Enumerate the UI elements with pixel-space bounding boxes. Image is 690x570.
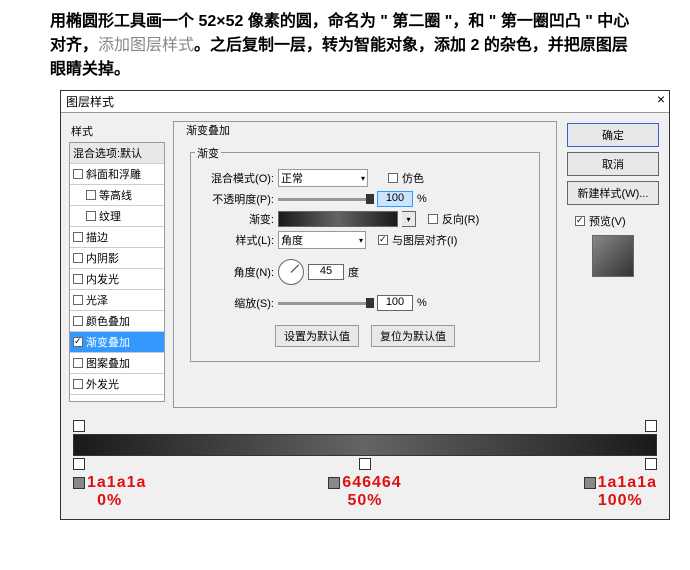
list-item[interactable]: 等高线	[70, 185, 164, 206]
list-item[interactable]: 图案叠加	[70, 353, 164, 374]
opacity-slider[interactable]	[278, 198, 373, 201]
style-select[interactable]: 角度▾	[278, 231, 366, 249]
list-item[interactable]: 外发光	[70, 374, 164, 395]
align-checkbox[interactable]	[378, 235, 388, 245]
opacity-stop[interactable]	[645, 420, 657, 432]
layer-style-dialog: 图层样式 × 样式 混合选项:默认 斜面和浮雕 等高线 纹理 描边 内阴影 内发…	[60, 90, 670, 520]
group-title: 渐变叠加	[182, 122, 234, 138]
dither-label: 仿色	[402, 170, 424, 186]
preview-checkbox[interactable]	[575, 216, 585, 226]
dialog-title: 图层样式	[66, 95, 114, 109]
ok-button[interactable]: 确定	[567, 123, 659, 147]
titlebar: 图层样式 ×	[61, 91, 669, 113]
instruction-text: 用椭圆形工具画一个 52×52 像素的圆，命名为 " 第二圈 "，和 " 第一圈…	[0, 0, 690, 90]
list-item[interactable]: 内发光	[70, 269, 164, 290]
stop-labels: 1a1a1a0% 64646450% 1a1a1a100%	[73, 474, 657, 510]
list-item[interactable]: 斜面和浮雕	[70, 164, 164, 185]
scale-slider[interactable]	[278, 302, 373, 305]
opacity-input[interactable]: 100	[377, 191, 413, 207]
reset-default-button[interactable]: 复位为默认值	[371, 325, 455, 347]
gradient-label: 渐变:	[199, 211, 274, 227]
color-stop[interactable]	[645, 458, 657, 470]
list-item[interactable]: 混合选项:默认	[70, 143, 164, 164]
list-item[interactable]: 内阴影	[70, 248, 164, 269]
settings-panel: 渐变叠加 渐变 混合模式(O): 正常▾ 仿色 不透明度(P): 100	[173, 121, 557, 408]
sub-title: 渐变	[195, 145, 221, 161]
angle-unit: 度	[348, 264, 359, 280]
style-list: 混合选项:默认 斜面和浮雕 等高线 纹理 描边 内阴影 内发光 光泽 颜色叠加 …	[69, 142, 165, 402]
opacity-stop[interactable]	[73, 420, 85, 432]
set-default-button[interactable]: 设置为默认值	[275, 325, 359, 347]
list-item[interactable]: 描边	[70, 227, 164, 248]
style-label: 样式(L):	[199, 232, 274, 248]
blend-label: 混合模式(O):	[199, 170, 274, 186]
stop-icon	[328, 477, 340, 489]
list-item[interactable]: 纹理	[70, 206, 164, 227]
list-item[interactable]: 颜色叠加	[70, 311, 164, 332]
new-style-button[interactable]: 新建样式(W)...	[567, 181, 659, 205]
preview-thumbnail	[592, 235, 634, 277]
align-label: 与图层对齐(I)	[392, 232, 457, 248]
angle-label: 角度(N):	[199, 264, 274, 280]
gradient-editor[interactable]	[73, 434, 657, 456]
left-panel: 样式 混合选项:默认 斜面和浮雕 等高线 纹理 描边 内阴影 内发光 光泽 颜色…	[69, 121, 165, 408]
color-stop[interactable]	[359, 458, 371, 470]
list-item[interactable]: 渐变叠加	[70, 332, 164, 353]
preview-label: 预览(V)	[589, 213, 626, 229]
cancel-button[interactable]: 取消	[567, 152, 659, 176]
blend-select[interactable]: 正常▾	[278, 169, 368, 187]
stop-icon	[584, 477, 596, 489]
gradient-picker[interactable]	[278, 211, 398, 227]
color-stop[interactable]	[73, 458, 85, 470]
angle-input[interactable]: 45	[308, 264, 344, 280]
angle-dial[interactable]	[278, 259, 304, 285]
styles-label: 样式	[71, 123, 165, 139]
right-panel: 确定 取消 新建样式(W)... 预览(V)	[565, 121, 661, 408]
scale-label: 缩放(S):	[199, 295, 274, 311]
reverse-checkbox[interactable]	[428, 214, 438, 224]
opacity-label: 不透明度(P):	[199, 191, 274, 207]
stop-icon	[73, 477, 85, 489]
gradient-preview-area: 1a1a1a0% 64646450% 1a1a1a100%	[61, 416, 669, 516]
list-item[interactable]: 光泽	[70, 290, 164, 311]
scale-input[interactable]: 100	[377, 295, 413, 311]
reverse-label: 反向(R)	[442, 211, 479, 227]
dither-checkbox[interactable]	[388, 173, 398, 183]
close-icon[interactable]: ×	[657, 91, 665, 107]
